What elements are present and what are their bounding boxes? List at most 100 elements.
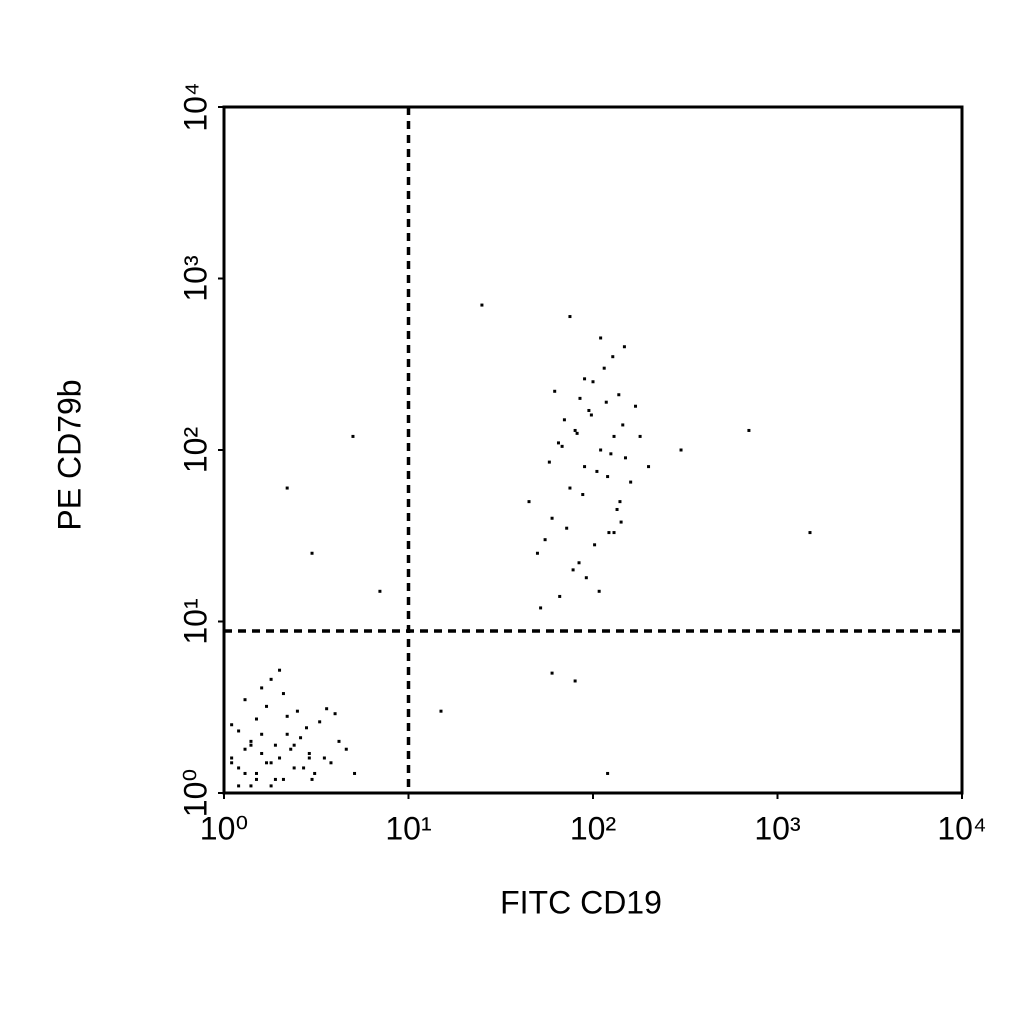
- dot: [609, 452, 613, 456]
- dot: [353, 771, 357, 775]
- dot: [278, 668, 282, 672]
- x-tick-label: 10⁴: [937, 810, 986, 846]
- dot: [243, 771, 247, 775]
- dot: [556, 441, 560, 445]
- y-tick-label: 10⁴: [177, 82, 213, 131]
- dot: [597, 589, 601, 593]
- dot: [747, 428, 751, 432]
- dot: [535, 551, 539, 555]
- dot: [619, 520, 623, 524]
- dot: [305, 726, 309, 730]
- dot: [313, 771, 317, 775]
- dot: [325, 707, 329, 711]
- dot: [577, 561, 581, 565]
- dot: [249, 739, 253, 743]
- dot: [278, 756, 282, 760]
- dot: [623, 456, 627, 460]
- dot: [573, 428, 577, 432]
- dot: [351, 434, 355, 438]
- dot: [593, 543, 597, 547]
- dot: [638, 434, 642, 438]
- dot: [612, 531, 616, 535]
- dot: [269, 761, 273, 765]
- dot: [599, 336, 603, 340]
- dot: [322, 756, 326, 760]
- dot: [589, 413, 593, 417]
- x-axis-label: FITC CD19: [500, 884, 662, 920]
- x-tick-label: 10²: [570, 810, 617, 846]
- dot: [269, 677, 273, 681]
- dot: [573, 679, 577, 683]
- dot: [260, 751, 264, 755]
- dot: [606, 475, 610, 479]
- dot: [254, 777, 258, 781]
- dot: [634, 404, 638, 408]
- dot: [273, 743, 277, 747]
- dot: [310, 777, 314, 781]
- dot: [647, 465, 651, 469]
- dot: [295, 709, 299, 713]
- dot: [310, 551, 314, 555]
- dot: [249, 743, 253, 747]
- dot: [553, 389, 557, 393]
- dot: [344, 747, 348, 751]
- dot: [333, 712, 337, 716]
- dot: [583, 465, 587, 469]
- dot: [581, 493, 585, 497]
- dot: [307, 751, 311, 755]
- dot: [808, 531, 812, 535]
- dot: [629, 480, 633, 484]
- dot: [254, 771, 258, 775]
- dot: [611, 355, 615, 359]
- dot: [269, 784, 273, 788]
- dot: [273, 777, 277, 781]
- y-tick-label: 10³: [177, 255, 213, 302]
- dot: [587, 408, 591, 412]
- dot: [285, 714, 289, 718]
- dot: [243, 698, 247, 702]
- y-axis-label: PE CD79b: [51, 379, 87, 530]
- dot: [237, 729, 241, 733]
- dot: [583, 377, 587, 381]
- y-tick-label: 10¹: [177, 598, 213, 644]
- dot: [562, 418, 566, 422]
- dot: [285, 486, 289, 490]
- dot: [617, 393, 621, 397]
- dot: [337, 739, 341, 743]
- dot: [595, 469, 599, 473]
- dot: [591, 380, 595, 384]
- dot: [568, 486, 572, 490]
- dot: [565, 526, 569, 530]
- dot: [550, 516, 554, 520]
- dot: [527, 500, 531, 504]
- dot: [560, 444, 564, 448]
- dot: [265, 761, 269, 765]
- dot: [230, 723, 234, 727]
- dot: [480, 303, 484, 307]
- dot: [230, 756, 234, 760]
- dot: [612, 434, 616, 438]
- dot: [292, 766, 296, 770]
- dot: [329, 761, 333, 765]
- dot: [249, 784, 253, 788]
- dot: [679, 448, 683, 452]
- dot: [606, 771, 610, 775]
- dot: [378, 589, 382, 593]
- dot: [599, 448, 603, 452]
- dot: [260, 686, 264, 690]
- dot: [243, 747, 247, 751]
- dot: [568, 315, 572, 319]
- plot-frame: [222, 105, 964, 795]
- dot: [558, 594, 562, 598]
- dot: [237, 784, 241, 788]
- y-tick-label: 10⁰: [177, 769, 213, 817]
- dot: [571, 568, 575, 572]
- dot: [607, 531, 611, 535]
- dot: [260, 732, 264, 736]
- dot: [539, 606, 543, 610]
- dot: [575, 431, 579, 435]
- dot: [621, 423, 625, 427]
- dot: [547, 460, 551, 464]
- dot: [584, 576, 588, 580]
